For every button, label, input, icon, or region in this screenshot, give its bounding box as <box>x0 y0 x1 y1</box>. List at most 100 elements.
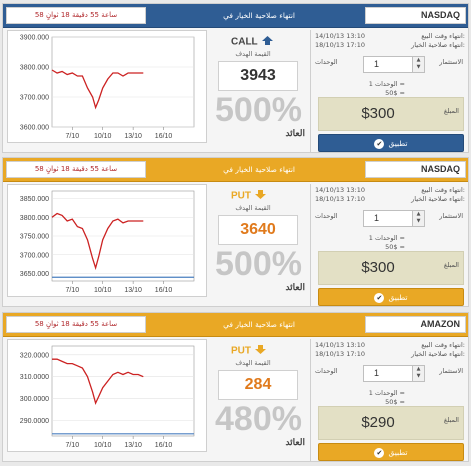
expiry-time-label: انتهاء صلاحية الخيار: <box>411 41 465 49</box>
decrement-icon[interactable]: ▼ <box>416 218 421 224</box>
expiry-label: انتهاء صلاحية الخيار في <box>223 11 295 20</box>
target-label: القيمة الهدف <box>235 359 271 367</box>
units-stepper[interactable]: 1 ▲ ▼ <box>363 365 425 382</box>
return-label: العائد <box>285 282 305 292</box>
time-info: 14/10/13 13:10 انتهاء وقت البيع: 18/10/13… <box>315 32 465 50</box>
buy-time: 14/10/13 13:10 <box>315 341 365 349</box>
chart-svg: 3900.000 3800.000 3700.000 3600.000 7/10 10/1… <box>20 35 195 140</box>
units-stepper[interactable]: 1 ▲ ▼ <box>363 56 425 73</box>
expiry-label: انتهاء صلاحية الخيار في <box>223 165 295 174</box>
chart-svg: 3850.000 3800.000 3750.000 3700.000 3650.000… <box>20 190 195 294</box>
units-note: 1 الوحدات = <box>368 389 405 397</box>
divider <box>310 184 311 306</box>
y-tick-label: 3700.000 <box>20 95 49 102</box>
expiry-label: انتهاء صلاحية الخيار في <box>223 320 295 329</box>
buy-time-label: انتهاء وقت البيع: <box>421 186 465 194</box>
increment-icon[interactable]: ▲ <box>416 57 421 63</box>
price-chart: 320.0000 310.0000 300.0000 290.0000 7/10 10/1… <box>7 339 207 452</box>
plot-frame <box>51 345 195 437</box>
amount-box: $300 المبلغ <box>318 97 464 131</box>
apply-label: تطبيق <box>388 448 408 457</box>
target-value: 3943 <box>218 61 298 91</box>
apply-button[interactable]: ✔ تطبيق <box>318 288 464 306</box>
y-tick-label: 3600.000 <box>20 125 49 132</box>
y-tick-label: 290.0000 <box>20 418 49 425</box>
amount-box: $300 المبلغ <box>318 251 464 285</box>
expiry-time-label: انتهاء صلاحية الخيار: <box>411 195 465 203</box>
units-label: الوحدات <box>315 212 338 220</box>
y-tick-label: 3700.000 <box>20 252 49 259</box>
increment-icon[interactable]: ▲ <box>416 366 421 372</box>
y-tick-label: 3800.000 <box>20 215 49 222</box>
y-tick-label: 3900.000 <box>20 35 49 42</box>
asset-name[interactable]: AMAZON <box>365 316 466 333</box>
target-label: القيمة الهدف <box>235 204 271 212</box>
buy-time: 14/10/13 13:10 <box>315 186 365 194</box>
down-arrow-icon <box>255 190 266 199</box>
divider <box>310 30 311 152</box>
direction-arrow-icon <box>255 190 266 202</box>
unit-price: 50$ = <box>385 89 405 97</box>
expiry-time: 18/10/13 17:10 <box>315 350 365 358</box>
x-tick-label: 10/10 <box>94 442 112 449</box>
amount-label: المبلغ <box>443 107 459 115</box>
units-value: 1 <box>374 59 380 69</box>
unit-price: 50$ = <box>385 243 405 251</box>
decrement-icon[interactable]: ▼ <box>416 373 421 379</box>
buy-time: 14/10/13 13:10 <box>315 32 365 40</box>
check-icon: ✔ <box>374 293 385 303</box>
down-arrow-icon <box>255 345 266 354</box>
asset-name[interactable]: NASDAQ <box>365 161 466 178</box>
direction: PUT <box>231 190 266 202</box>
units-label: الوحدات <box>315 367 338 375</box>
card-header: 58 ساعة 55 دقيقة 18 ثوانٍ انتهاء صلاحية … <box>3 4 468 28</box>
target-label: القيمة الهدف <box>235 50 271 58</box>
check-icon: ✔ <box>374 139 385 149</box>
quantity-row: الوحدات 1 ▲ ▼ الاستثمار <box>315 208 465 230</box>
units-note: 1 الوحدات = <box>368 234 405 242</box>
card-header: 58 ساعة 55 دقيقة 18 ثوانٍ انتهاء صلاحية … <box>3 313 468 337</box>
spinner[interactable]: ▲ ▼ <box>412 211 424 226</box>
x-tick-label: 7/10 <box>65 287 79 294</box>
return-label: العائد <box>285 437 305 447</box>
return-percent: 500% <box>215 91 302 129</box>
expiry-time: 18/10/13 17:10 <box>315 195 365 203</box>
y-tick-label: 3800.000 <box>20 65 49 72</box>
x-tick-label: 16/10 <box>155 442 173 449</box>
return-percent: 480% <box>215 400 302 438</box>
apply-button[interactable]: ✔ تطبيق <box>318 134 464 152</box>
time-info: 14/10/13 13:10 انتهاء وقت البيع: 18/10/13… <box>315 341 465 359</box>
apply-label: تطبيق <box>388 293 408 302</box>
amount-label: المبلغ <box>443 416 459 424</box>
buy-time-label: انتهاء وقت البيع: <box>421 32 465 40</box>
apply-button[interactable]: ✔ تطبيق <box>318 443 464 461</box>
amount-box: $290 المبلغ <box>318 406 464 440</box>
spinner[interactable]: ▲ ▼ <box>412 57 424 72</box>
target-value: 3640 <box>218 215 298 245</box>
x-tick-label: 16/10 <box>155 287 173 294</box>
price-line <box>51 212 144 271</box>
invest-label: الاستثمار <box>439 212 463 220</box>
x-tick-label: 10/10 <box>94 133 112 140</box>
asset-name[interactable]: NASDAQ <box>365 7 466 24</box>
return-percent: 500% <box>215 245 302 283</box>
decrement-icon[interactable]: ▼ <box>416 64 421 70</box>
direction-label: CALL <box>231 36 258 48</box>
x-tick-label: 10/10 <box>94 287 112 294</box>
buy-time-label: انتهاء وقت البيع: <box>421 341 465 349</box>
units-label: الوحدات <box>315 58 338 66</box>
option-card: 58 ساعة 55 دقيقة 18 ثوانٍ انتهاء صلاحية … <box>2 3 469 153</box>
up-arrow-icon <box>261 36 273 45</box>
price-line <box>52 358 144 405</box>
invest-label: الاستثمار <box>439 58 463 66</box>
plot-frame <box>51 36 195 128</box>
x-tick-label: 7/10 <box>65 442 79 449</box>
increment-icon[interactable]: ▲ <box>416 211 421 217</box>
units-stepper[interactable]: 1 ▲ ▼ <box>363 210 425 227</box>
y-tick-label: 3750.000 <box>20 234 49 241</box>
card-header: 58 ساعة 55 دقيقة 18 ثوانٍ انتهاء صلاحية … <box>3 158 468 182</box>
direction-arrow-icon <box>261 36 273 48</box>
unit-price: 50$ = <box>385 398 405 406</box>
spinner[interactable]: ▲ ▼ <box>412 366 424 381</box>
expiry-time-label: انتهاء صلاحية الخيار: <box>411 350 465 358</box>
